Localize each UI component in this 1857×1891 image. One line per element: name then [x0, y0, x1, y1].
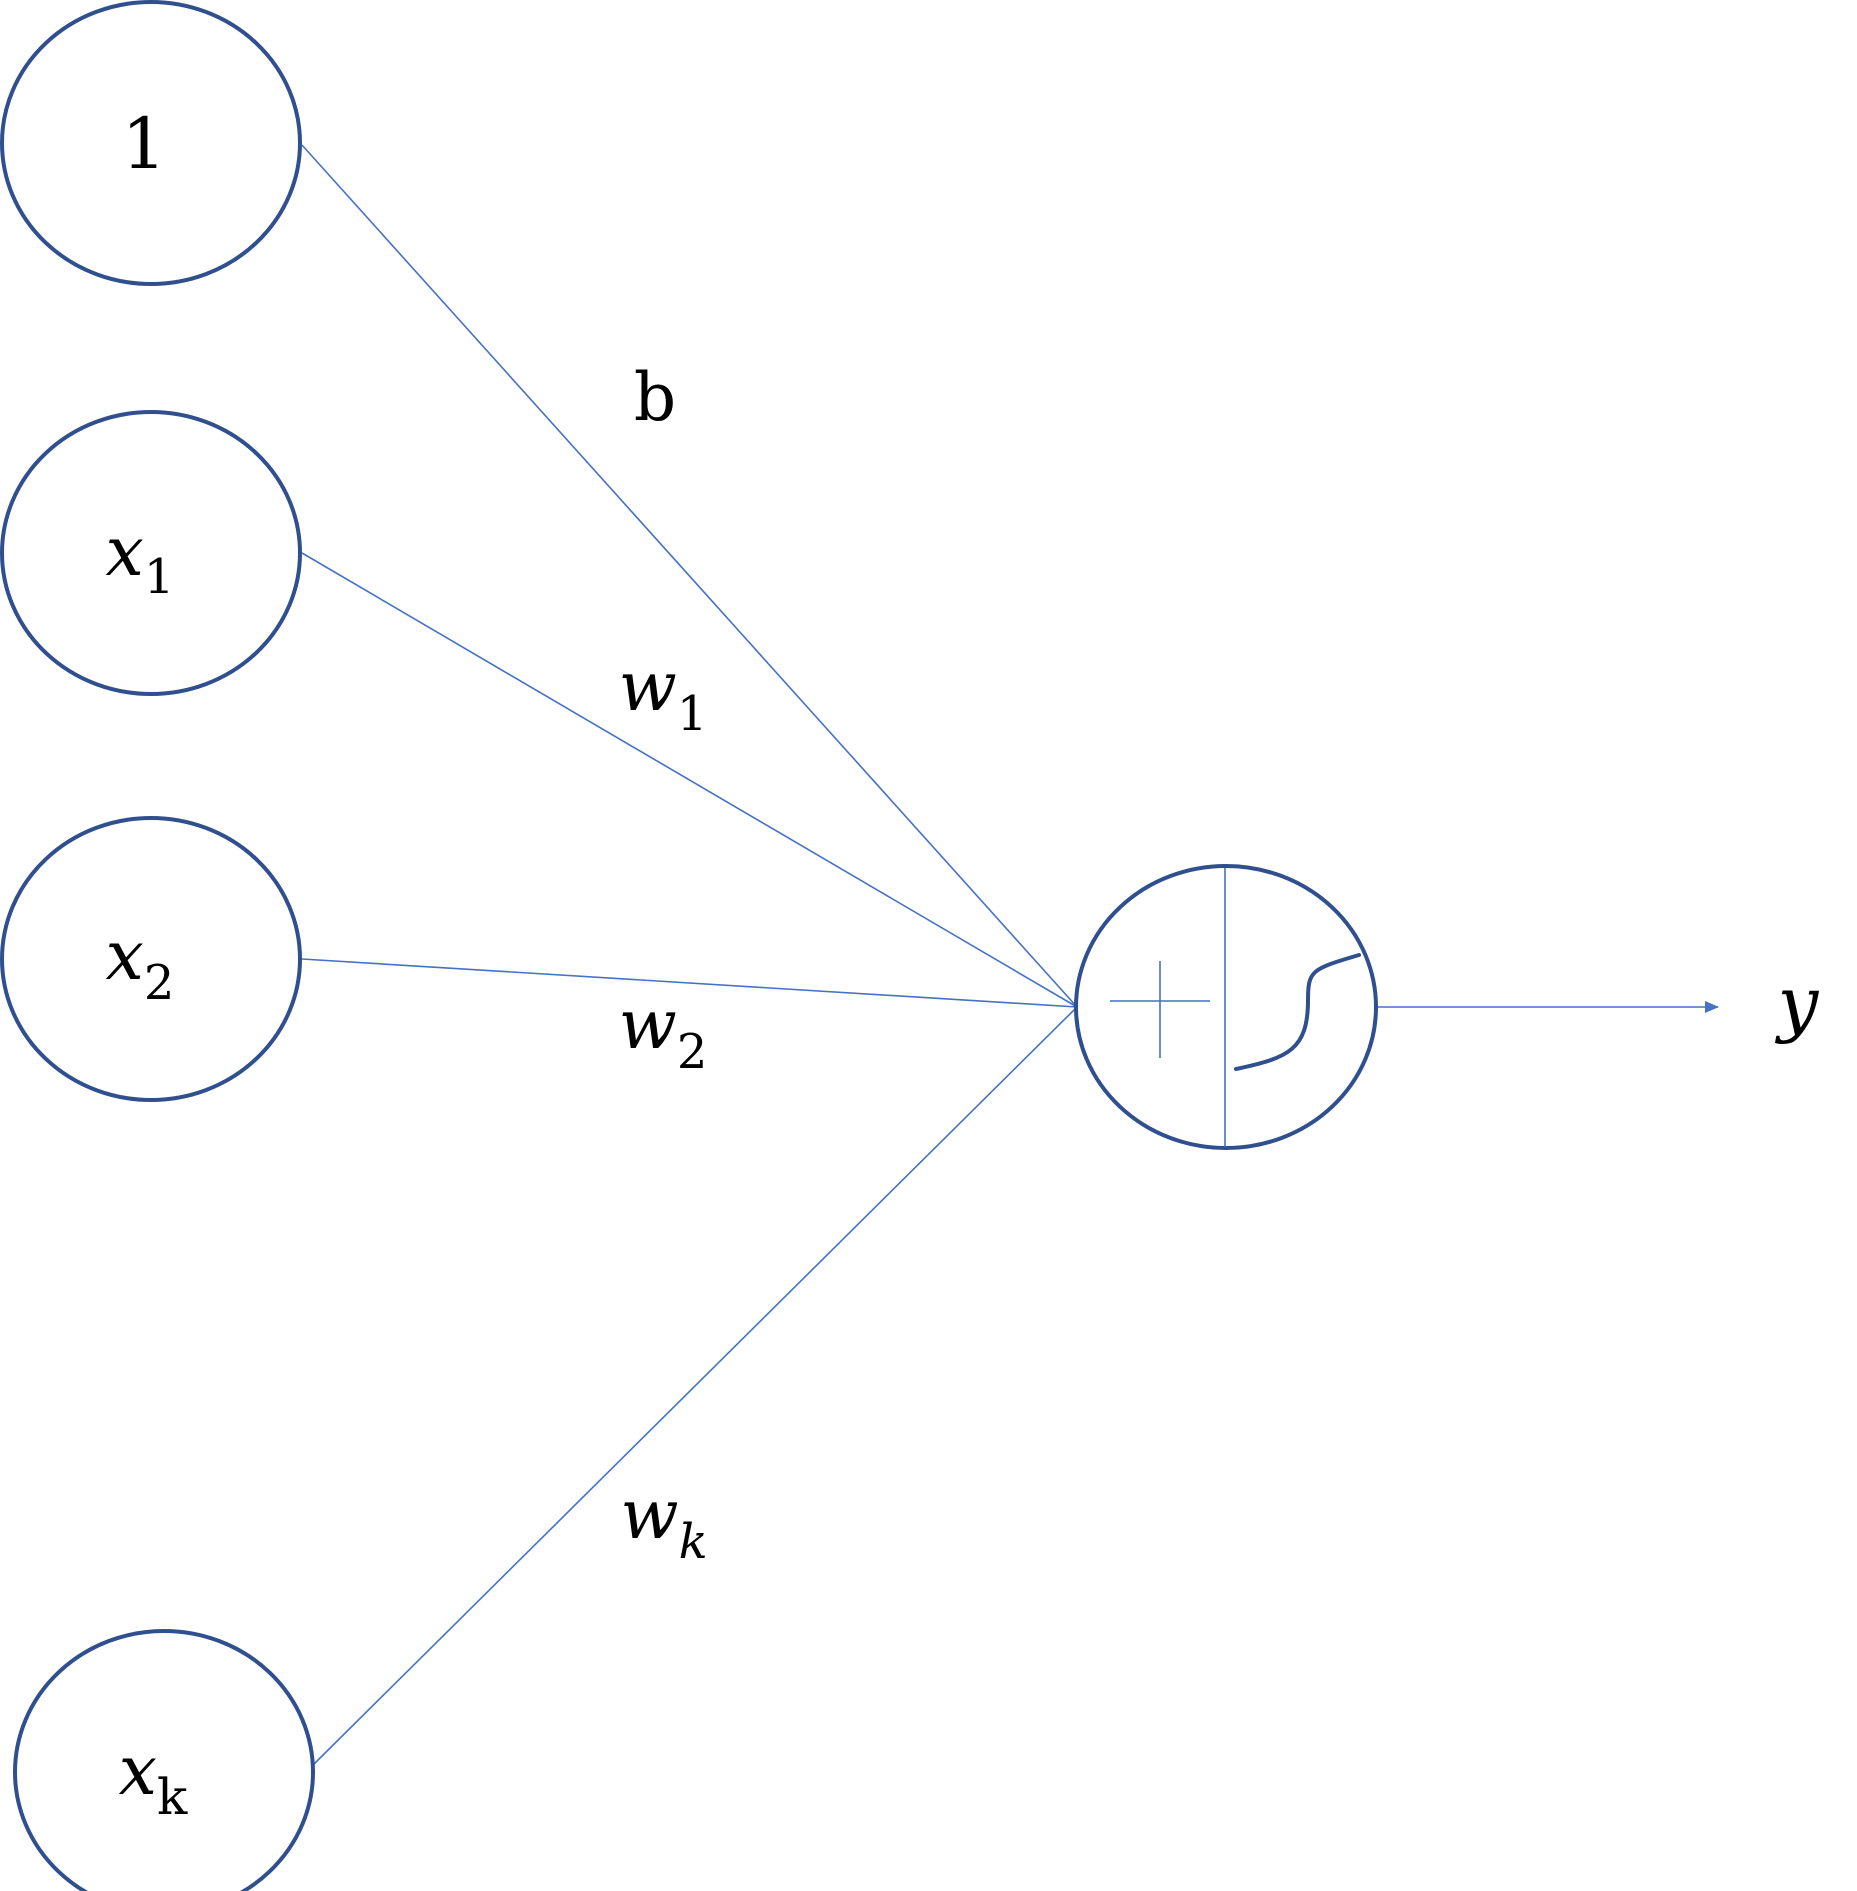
edge-bias [301, 144, 1078, 1008]
weight-label-w2: w2 [619, 986, 708, 1080]
summation-plus-icon [1110, 961, 1210, 1058]
edge-x2 [301, 958, 1078, 1008]
input-node-bias [0, 0, 302, 286]
edge-xk [313, 1006, 1078, 1765]
input-label-xk: xk [119, 1732, 188, 1826]
weight-label-w1: w1 [619, 648, 708, 742]
sigmoid-activation-icon [1234, 953, 1361, 1071]
neuron-node [1074, 864, 1378, 1150]
input-node-xk [13, 1629, 315, 1891]
weight-label-bias: b [634, 359, 676, 436]
input-label-x1: x1 [106, 513, 175, 605]
edge-x1 [301, 552, 1078, 1008]
output-label-y: y [1775, 961, 1820, 1045]
input-node-x1 [0, 410, 302, 696]
weight-label-wk: wk [620, 1476, 707, 1570]
input-node-x2 [0, 816, 302, 1102]
input-label-x2: x2 [106, 917, 175, 1011]
input-label-bias: 1 [122, 103, 167, 185]
